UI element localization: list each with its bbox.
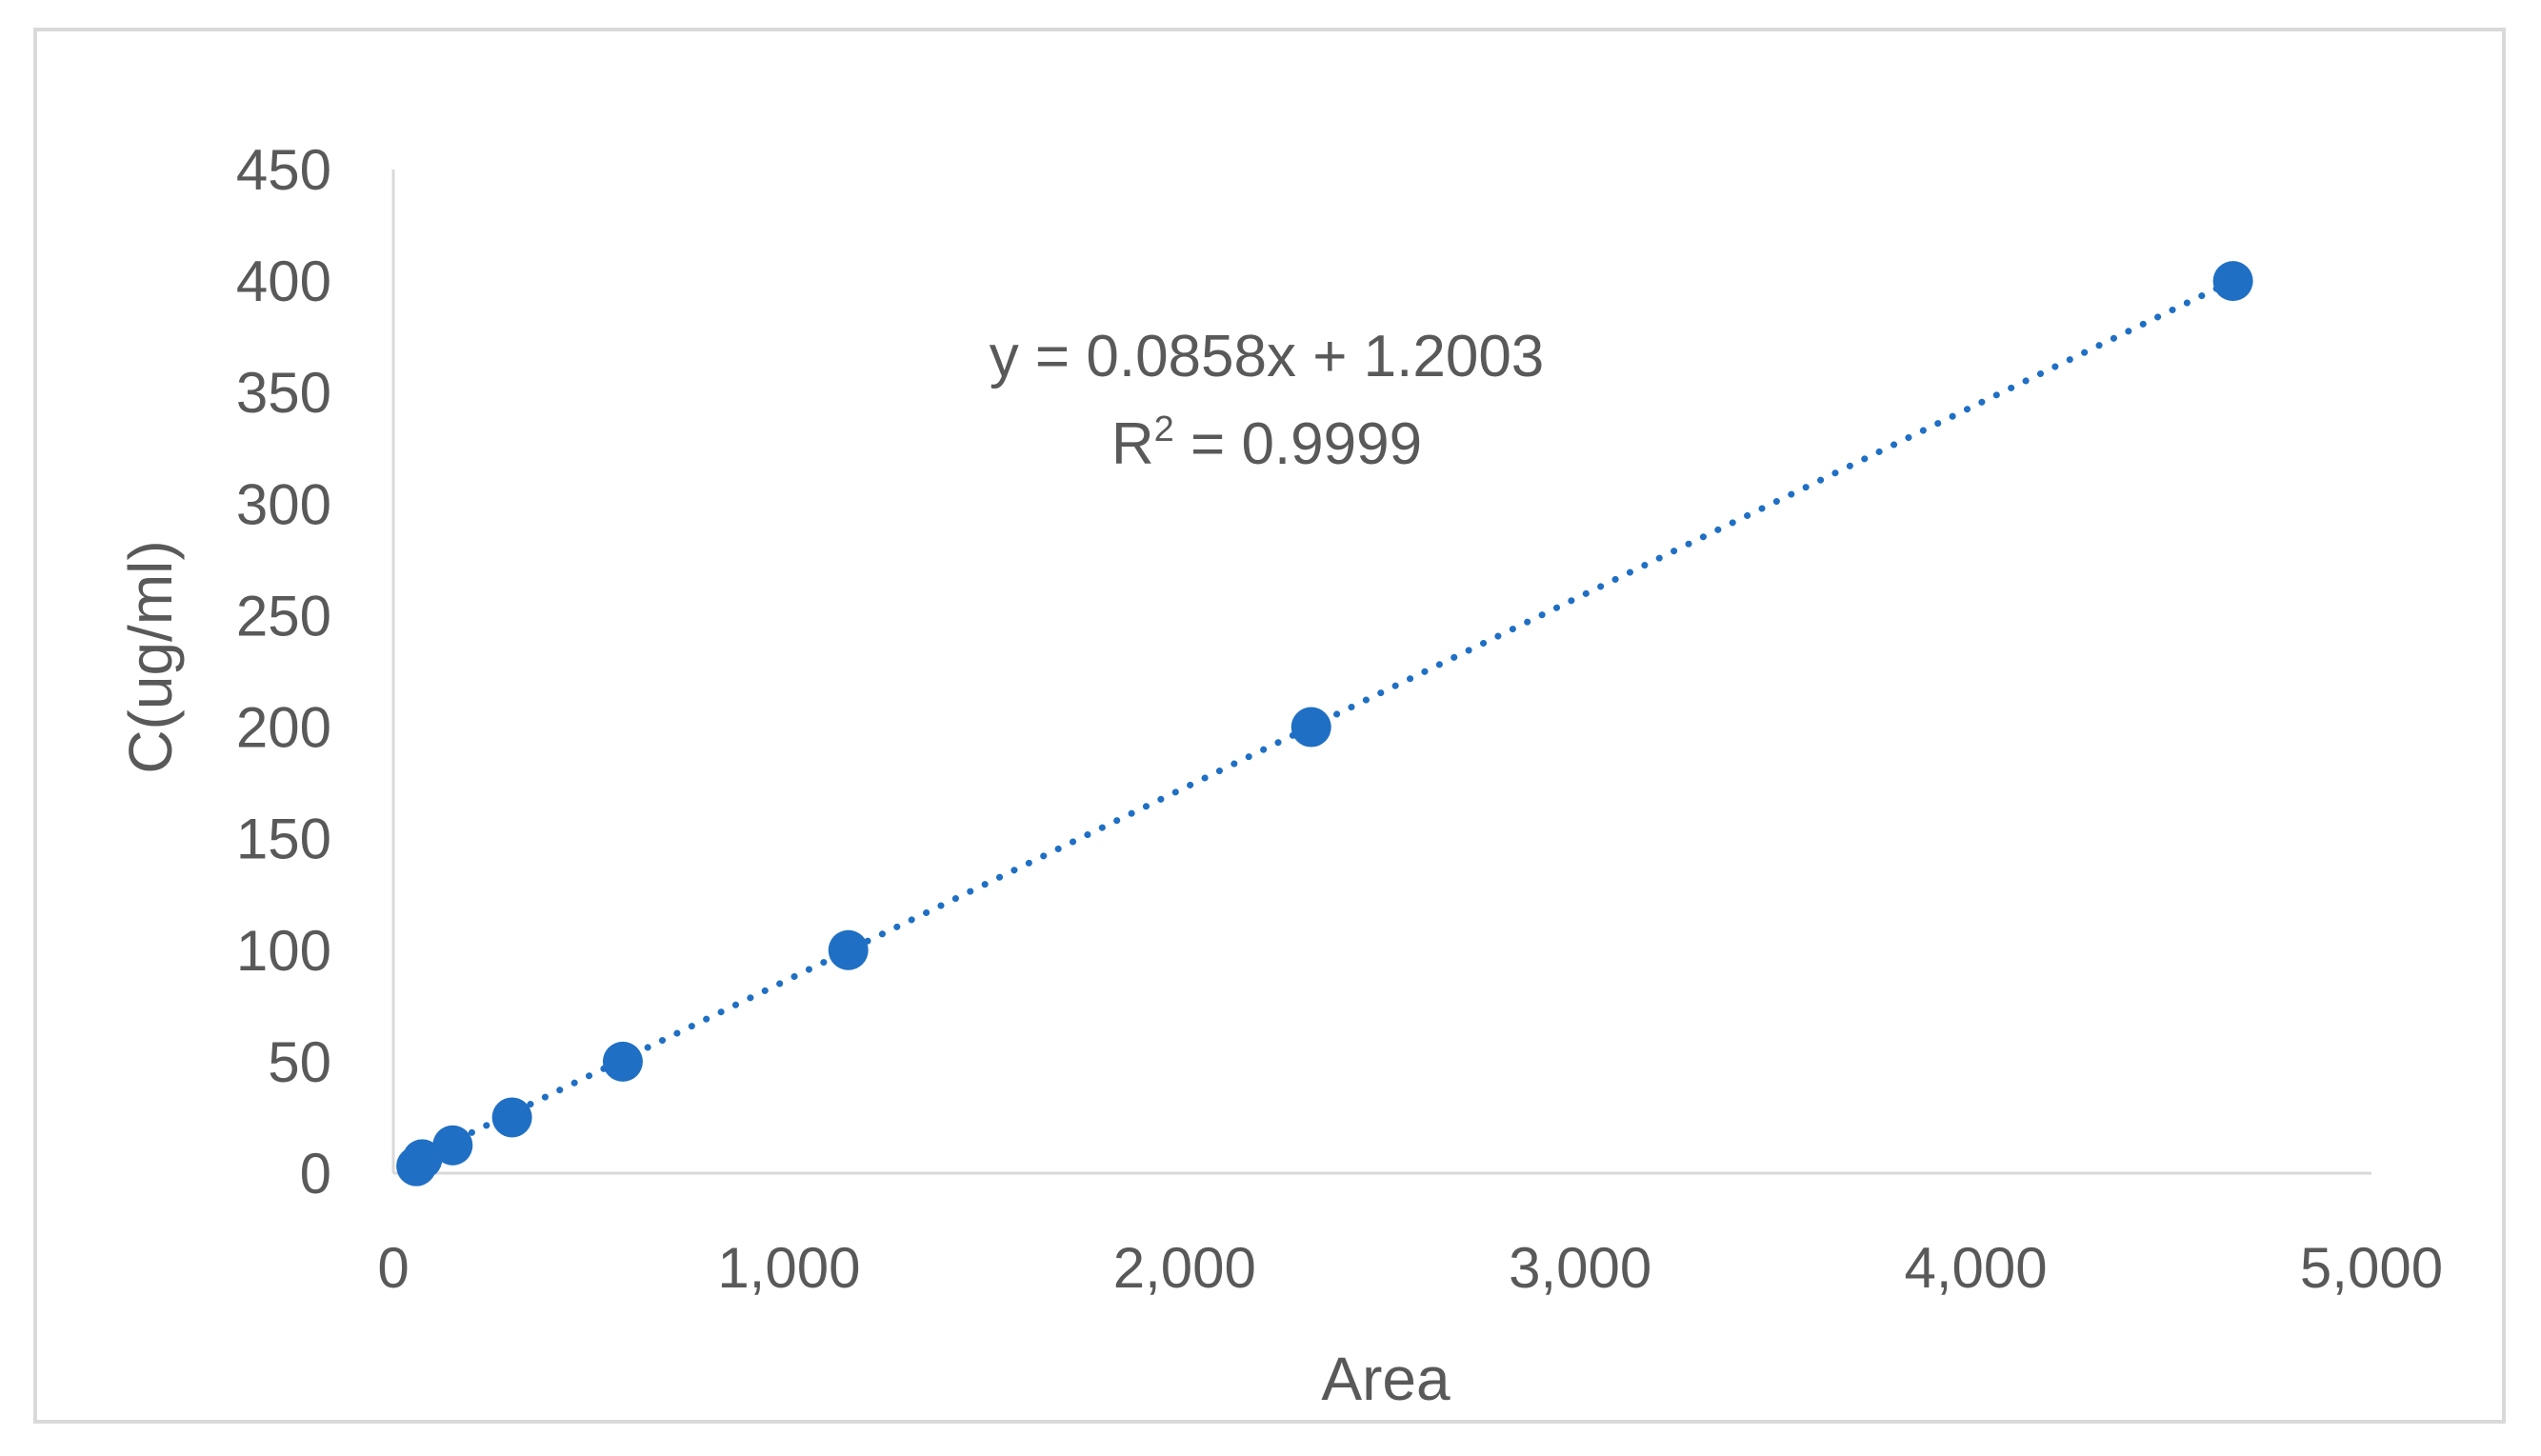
data-point <box>491 1097 532 1138</box>
y-tick-label: 150 <box>236 808 331 871</box>
x-tick-label: 0 <box>377 1236 409 1300</box>
y-tick-label: 250 <box>236 584 331 648</box>
data-points <box>396 261 2253 1187</box>
y-tick-label: 200 <box>236 696 331 760</box>
x-tick-labels: 0 1,000 2,000 3,000 4,000 5,000 <box>377 1236 2443 1300</box>
y-tick-labels: 0 50 100 150 200 250 300 350 400 450 <box>236 138 331 1206</box>
x-tick-label: 2,000 <box>1113 1236 1256 1300</box>
y-tick-label: 50 <box>268 1030 331 1094</box>
x-axis-title: Area <box>1321 1345 1451 1413</box>
x-tick-label: 1,000 <box>717 1236 860 1300</box>
r2-prefix: R <box>1111 411 1154 477</box>
y-tick-label: 300 <box>236 472 331 536</box>
y-tick-label: 100 <box>236 919 331 983</box>
y-tick-label: 400 <box>236 249 331 313</box>
r2-value: = 0.9999 <box>1174 411 1422 477</box>
r2-superscript: 2 <box>1154 409 1174 449</box>
y-tick-label: 450 <box>236 138 331 202</box>
x-tick-label: 4,000 <box>1905 1236 2048 1300</box>
y-axis-title: C(ug/ml) <box>116 540 185 773</box>
data-point <box>828 929 869 970</box>
trendline-equation: y = 0.0858x + 1.2003 <box>990 324 1545 389</box>
x-tick-label: 5,000 <box>2300 1236 2443 1300</box>
r-squared-label: R2 = 0.9999 <box>1111 409 1422 477</box>
chart-frame <box>33 28 2506 1424</box>
axes <box>391 170 2371 1175</box>
y-tick-label: 0 <box>300 1142 331 1206</box>
data-point <box>2212 261 2253 302</box>
data-point <box>602 1041 643 1082</box>
data-point <box>402 1139 443 1180</box>
data-point <box>1291 707 1331 748</box>
y-tick-label: 350 <box>236 361 331 425</box>
data-point <box>432 1125 473 1166</box>
x-tick-label: 3,000 <box>1509 1236 1651 1300</box>
